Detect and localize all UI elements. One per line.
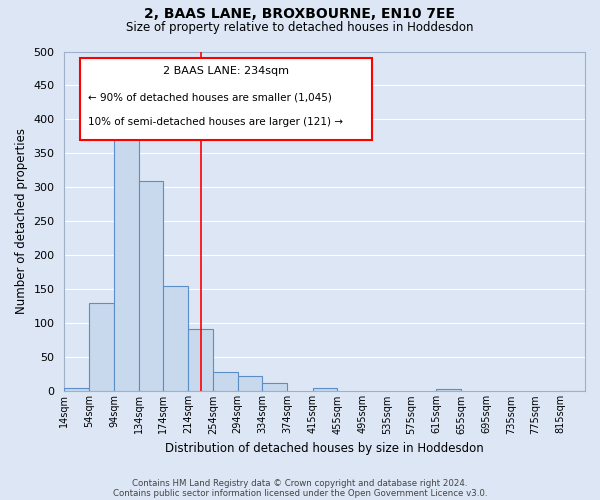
FancyBboxPatch shape: [80, 58, 371, 140]
Bar: [560, 390, 585, 392]
Bar: [238, 376, 262, 392]
Text: 10% of semi-detached houses are larger (121) →: 10% of semi-detached houses are larger (…: [88, 117, 343, 127]
Bar: [213, 372, 238, 392]
Text: Contains HM Land Registry data © Crown copyright and database right 2024.: Contains HM Land Registry data © Crown c…: [132, 478, 468, 488]
Bar: [436, 390, 461, 392]
X-axis label: Distribution of detached houses by size in Hoddesdon: Distribution of detached houses by size …: [166, 442, 484, 455]
Bar: [64, 388, 89, 392]
Bar: [262, 382, 287, 392]
Text: 2, BAAS LANE, BROXBOURNE, EN10 7EE: 2, BAAS LANE, BROXBOURNE, EN10 7EE: [145, 8, 455, 22]
Bar: [313, 388, 337, 392]
Bar: [89, 303, 114, 392]
Bar: [114, 116, 139, 392]
Bar: [163, 286, 188, 392]
Text: Size of property relative to detached houses in Hoddesdon: Size of property relative to detached ho…: [126, 21, 474, 34]
Bar: [188, 329, 213, 392]
Text: ← 90% of detached houses are smaller (1,045): ← 90% of detached houses are smaller (1,…: [88, 92, 332, 102]
Bar: [139, 180, 163, 392]
Y-axis label: Number of detached properties: Number of detached properties: [15, 128, 28, 314]
Text: 2 BAAS LANE: 234sqm: 2 BAAS LANE: 234sqm: [163, 66, 289, 76]
Text: Contains public sector information licensed under the Open Government Licence v3: Contains public sector information licen…: [113, 488, 487, 498]
